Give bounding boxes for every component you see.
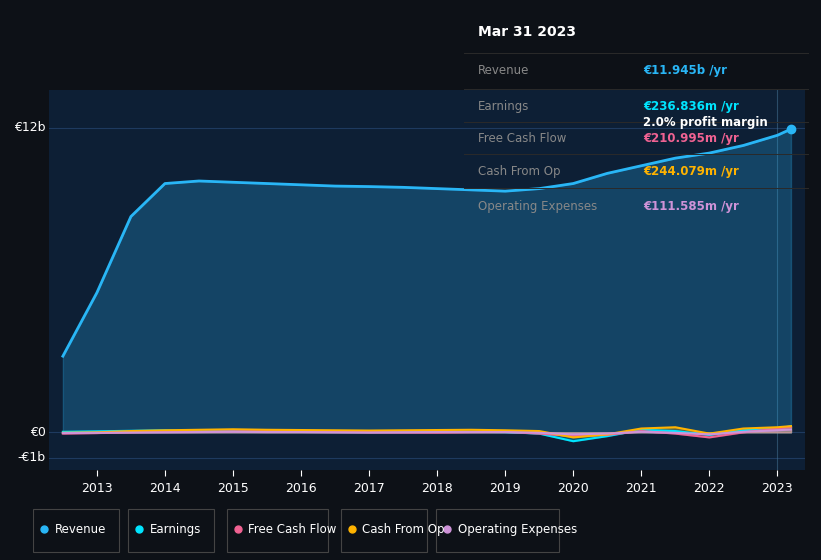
Text: €111.585m /yr: €111.585m /yr <box>643 200 739 213</box>
Text: €210.995m /yr: €210.995m /yr <box>643 132 739 145</box>
Text: Cash From Op: Cash From Op <box>478 165 560 178</box>
Text: 2.0% profit margin: 2.0% profit margin <box>643 116 768 129</box>
Text: €12b: €12b <box>14 121 45 134</box>
Text: -€1b: -€1b <box>17 451 45 464</box>
Text: €11.945b /yr: €11.945b /yr <box>643 64 727 77</box>
Text: Revenue: Revenue <box>478 64 529 77</box>
Text: Operating Expenses: Operating Expenses <box>478 200 597 213</box>
Text: Mar 31 2023: Mar 31 2023 <box>478 25 576 39</box>
Text: Cash From Op: Cash From Op <box>362 522 445 536</box>
Text: Revenue: Revenue <box>54 522 106 536</box>
Text: Earnings: Earnings <box>478 100 529 113</box>
Text: Free Cash Flow: Free Cash Flow <box>478 132 566 145</box>
Text: €244.079m /yr: €244.079m /yr <box>643 165 739 178</box>
Text: €236.836m /yr: €236.836m /yr <box>643 100 739 113</box>
Text: Free Cash Flow: Free Cash Flow <box>248 522 337 536</box>
Text: €0: €0 <box>30 426 45 439</box>
Text: Earnings: Earnings <box>150 522 201 536</box>
Text: Operating Expenses: Operating Expenses <box>458 522 577 536</box>
